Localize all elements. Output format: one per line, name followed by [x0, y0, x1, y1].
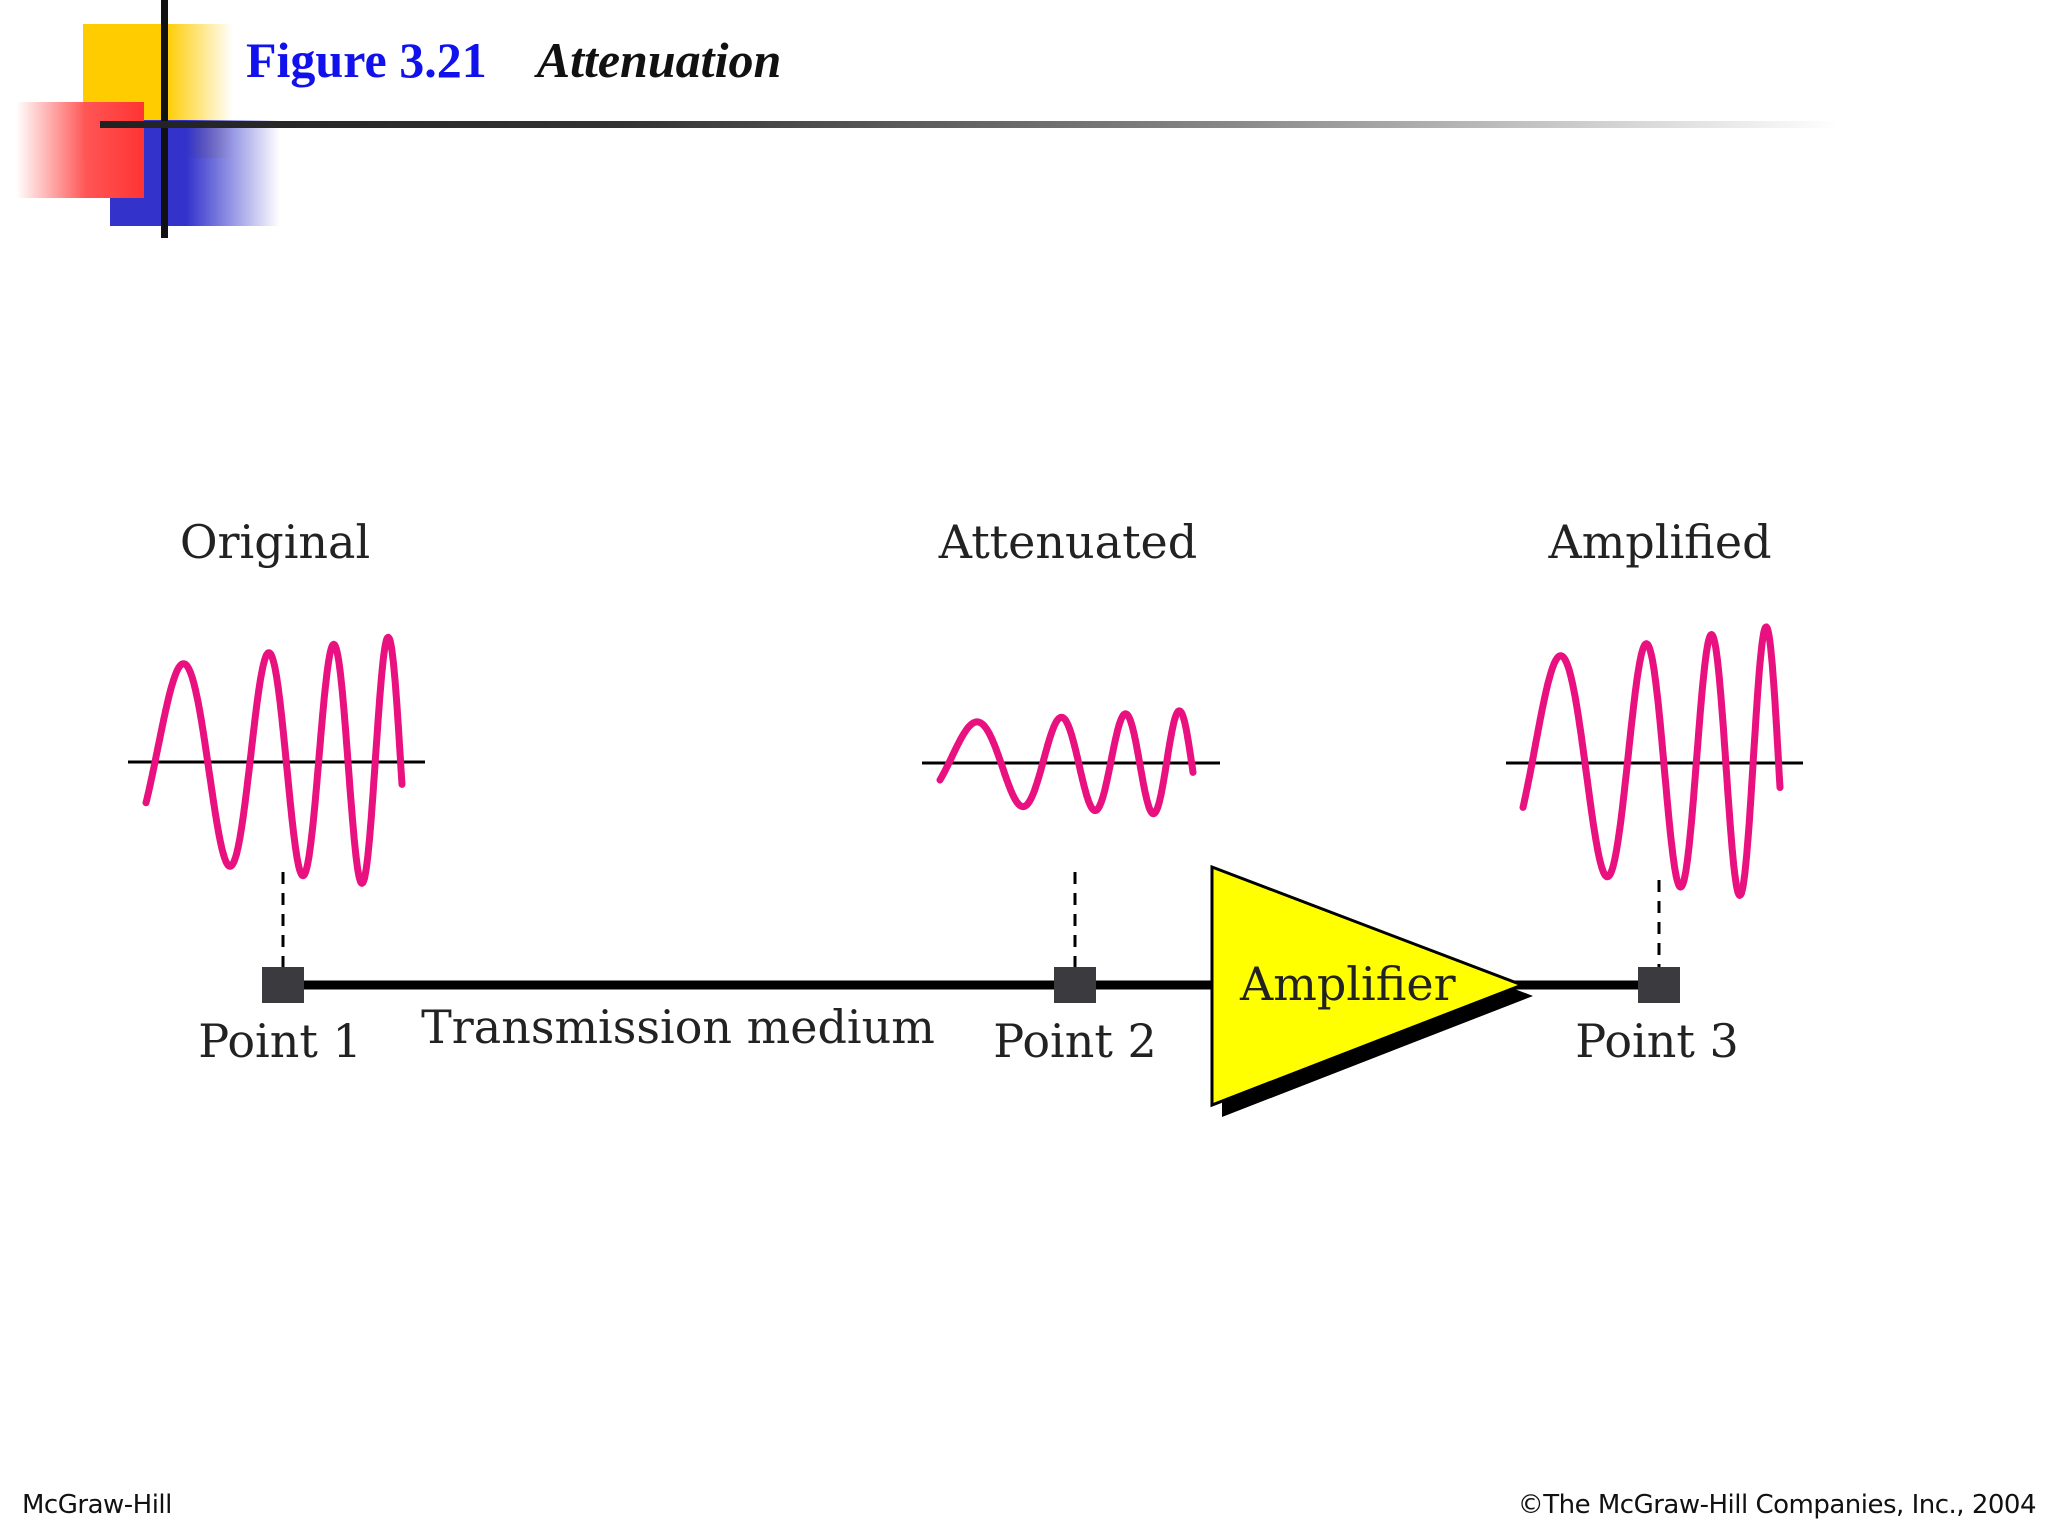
point-1-marker	[262, 967, 304, 1003]
point-3-label: Point 3	[1575, 1014, 1739, 1068]
point-2-label: Point 2	[993, 1014, 1157, 1068]
amplifier-triangle	[1210, 864, 1527, 1108]
transmission-medium-label: Transmission medium	[421, 1000, 935, 1054]
point-1-label: Point 1	[198, 1014, 362, 1068]
slide-title: Figure 3.21 Attenuation	[246, 28, 781, 93]
signal-label-amplified: Amplified	[1547, 515, 1771, 569]
footer-copyright: ©The McGraw-Hill Companies, Inc., 2004	[1517, 1490, 2037, 1520]
point-2-marker	[1054, 967, 1096, 1003]
original-waveform	[142, 633, 406, 887]
amplifier-label: Amplifier	[1239, 957, 1456, 1011]
signal-label-attenuated: Attenuated	[938, 515, 1197, 569]
signal-label-original: Original	[180, 515, 370, 569]
figure-title: Attenuation	[536, 32, 782, 88]
amplified-waveform	[1519, 623, 1784, 899]
figure-number: Figure 3.21	[246, 32, 487, 88]
title-underline-rule	[100, 121, 1840, 128]
decor-vertical-rule	[161, 0, 168, 238]
decor-red-square	[16, 102, 144, 198]
attenuated-waveform	[936, 707, 1197, 818]
point-3-marker	[1638, 967, 1680, 1003]
footer-publisher: McGraw-Hill	[22, 1490, 172, 1520]
